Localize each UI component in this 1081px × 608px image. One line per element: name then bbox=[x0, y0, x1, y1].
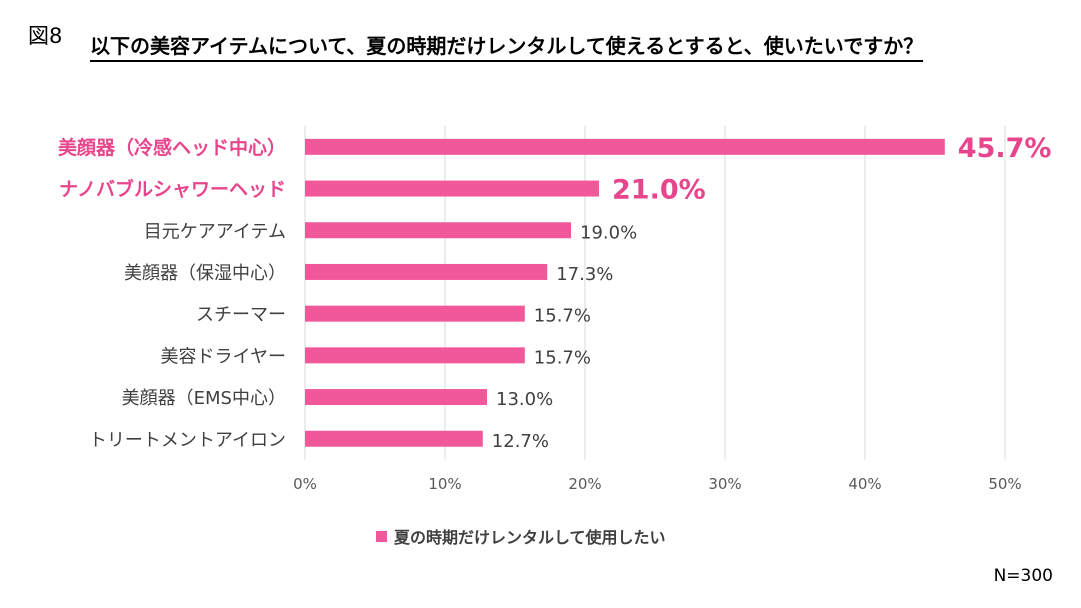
bar bbox=[305, 347, 525, 364]
category-label: 美顔器（保湿中心） bbox=[124, 263, 286, 284]
x-tick-label: 0% bbox=[293, 475, 317, 493]
category-label: 美容ドライヤー bbox=[161, 346, 286, 367]
data-label: 12.7% bbox=[492, 431, 549, 452]
category-label: スチーマー bbox=[196, 305, 286, 326]
bar bbox=[305, 430, 483, 447]
category-label: 目元ケアアイテム bbox=[144, 221, 286, 242]
x-tick-label: 10% bbox=[428, 475, 461, 493]
x-tick-label: 30% bbox=[708, 475, 741, 493]
x-tick-label: 20% bbox=[568, 475, 601, 493]
data-label: 45.7% bbox=[958, 133, 1052, 164]
figure-label: 図8 bbox=[28, 24, 63, 48]
bar bbox=[305, 222, 571, 239]
category-label: 美顔器（冷感ヘッド中心） bbox=[58, 136, 286, 159]
legend-label: 夏の時期だけレンタルして使用したい bbox=[394, 528, 666, 547]
chart-title: 以下の美容アイテムについて、夏の時期だけレンタルして使えるとすると、使いたいです… bbox=[90, 30, 924, 62]
bar bbox=[305, 138, 945, 155]
category-label: 美顔器（EMS中心） bbox=[122, 388, 286, 409]
sample-size: N=300 bbox=[993, 566, 1053, 586]
bar bbox=[305, 180, 599, 197]
data-label: 13.0% bbox=[496, 389, 553, 410]
legend-swatch bbox=[376, 530, 387, 542]
bar bbox=[305, 263, 548, 280]
bar bbox=[305, 389, 487, 406]
data-label: 15.7% bbox=[534, 306, 591, 327]
data-label: 21.0% bbox=[612, 175, 706, 206]
bar bbox=[305, 305, 525, 322]
data-label: 15.7% bbox=[534, 347, 591, 368]
category-label: トリートメントアイロン bbox=[89, 430, 286, 451]
data-label: 17.3% bbox=[556, 264, 613, 285]
x-tick-label: 50% bbox=[988, 475, 1021, 493]
legend: 夏の時期だけレンタルして使用したい bbox=[376, 524, 666, 548]
x-tick-label: 40% bbox=[848, 475, 881, 493]
data-label: 19.0% bbox=[580, 222, 637, 243]
category-label: ナノバブルシャワーヘッド bbox=[59, 178, 286, 201]
